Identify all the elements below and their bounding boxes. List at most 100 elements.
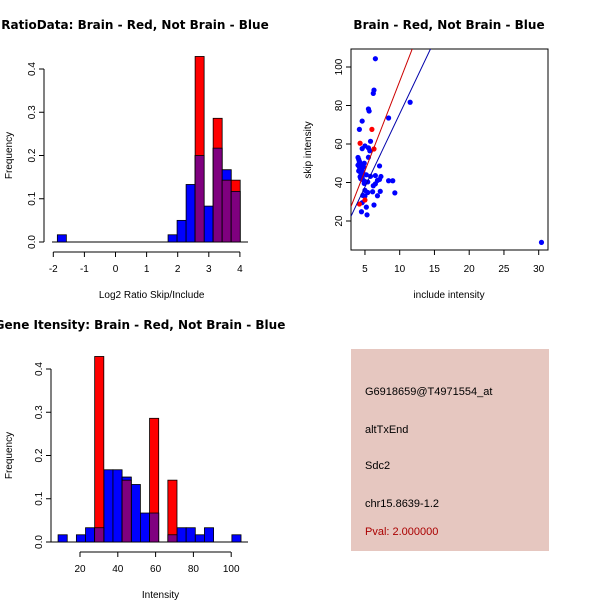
event-type: altTxEnd [365,424,409,436]
bar-not-brain [140,512,150,543]
bar-brain [94,356,105,543]
x-axis-label: include intensity [413,290,484,301]
x-tick-label: 20 [464,264,476,275]
point-not-brain [356,159,362,165]
point-not-brain [374,193,381,199]
gene-hist: Gene Itensity: Brain - Red, Not Brain - … [0,318,285,600]
y-tick-label: 40 [334,177,345,189]
y-tick-label: 0.1 [27,191,38,205]
x-axis-label: Intensity [142,590,179,600]
fit-line-not-brain [351,49,432,217]
x-tick-label: 5 [362,264,368,275]
plot-area [351,49,545,245]
bar-not-brain [56,234,67,243]
chart-title: Brain - Red, Not Brain - Blue [353,18,544,32]
gene-name: Sdc2 [365,460,391,472]
point-not-brain [390,178,396,184]
bar-not-brain [185,527,196,543]
x-tick-label: 1 [144,264,150,275]
bar-overlap [121,479,132,543]
bar-not-brain [75,534,86,543]
point-not-brain [363,204,369,210]
bar-overlap [167,534,178,543]
y-tick-label: 0.1 [34,491,45,505]
pval-text: Pval: 2.000000 [365,526,439,538]
info-panel: G6918659@T4971554_at altTxEnd Sdc2 chr15… [351,349,549,551]
bar-not-brain [185,184,196,243]
y-tick-label: 100 [334,58,345,75]
point-not-brain [359,146,365,152]
point-brain [362,197,368,203]
point-not-brain [364,212,370,218]
y-tick-label: 0.3 [34,405,45,419]
ratio-hist: RatioData: Brain - Red, Not Brain - Blue… [1,18,268,301]
point-not-brain [407,99,413,105]
point-not-brain [385,115,392,121]
y-tick-label: 80 [334,100,345,112]
fit-line-brain [351,49,413,207]
point-brain [369,126,375,132]
y-axis-label: skip intensity [303,121,314,178]
x-tick-label: 80 [188,564,200,575]
point-not-brain [392,190,398,196]
bar-brain [167,479,178,543]
bar-not-brain [167,234,178,243]
bar-not-brain [103,469,114,543]
point-not-brain [367,138,374,144]
y-tick-label: 0.2 [27,148,38,162]
point-not-brain [370,90,376,96]
point-not-brain [366,108,372,114]
y-axis-label: Frequency [4,432,15,479]
x-tick-label: 0 [113,264,119,275]
point-not-brain [377,188,383,194]
point-brain [356,201,362,207]
bar-not-brain [231,534,242,543]
x-tick-label: -1 [80,264,89,275]
y-tick-label: 0.0 [27,235,38,249]
y-tick-label: 0.4 [34,362,45,376]
chart-title: RatioData: Brain - Red, Not Brain - Blue [1,18,268,32]
intensity-scatter: Brain - Red, Not Brain - Blue 5 10 15 20 25 30… [303,18,549,301]
point-not-brain [363,172,369,178]
point-not-brain [371,202,377,208]
point-not-brain [372,56,378,62]
x-tick-label: 40 [112,564,124,575]
probe-id: G6918659@T4971554_at [365,386,493,398]
x-tick-label: 100 [223,564,240,575]
x-tick-label: 60 [150,564,162,575]
x-axis-label: Log2 Ratio Skip/Include [99,290,205,301]
x-tick-label: 15 [429,264,441,275]
x-tick-label: 25 [498,264,510,275]
chart-title: Gene Itensity: Brain - Red, Not Brain - … [0,318,285,332]
bar-not-brain-excess [121,476,132,481]
x-tick-label: 2 [175,264,181,275]
bar-not-brain [85,527,96,543]
x-tick-label: 10 [394,264,406,275]
x-tick-label: 20 [74,564,86,575]
point-not-brain [356,168,362,174]
bar-not-brain [57,534,68,543]
point-not-brain [358,209,365,215]
point-not-brain [385,178,392,184]
bar-overlap [212,147,223,243]
point-not-brain [369,189,376,195]
bar-not-brain [176,527,187,543]
plot-frame [350,48,549,251]
chromosome-location: chr15.8639-1.2 [365,498,439,510]
point-not-brain [372,172,378,179]
bar-not-brain [203,205,214,243]
bar-overlap [230,190,241,243]
bar-overlap [149,512,160,543]
y-tick-label: 20 [334,215,345,227]
y-tick-label: 0.4 [27,62,38,76]
y-tick-label: 60 [334,138,345,150]
bar-not-brain [194,534,205,543]
x-tick-label: 30 [533,264,545,275]
y-tick-label: 0.3 [27,105,38,119]
point-not-brain [538,239,545,245]
y-axis-label: Frequency [4,132,15,179]
point-not-brain [367,148,373,154]
bar-not-brain [130,484,141,543]
x-tick-label: 4 [237,264,243,275]
